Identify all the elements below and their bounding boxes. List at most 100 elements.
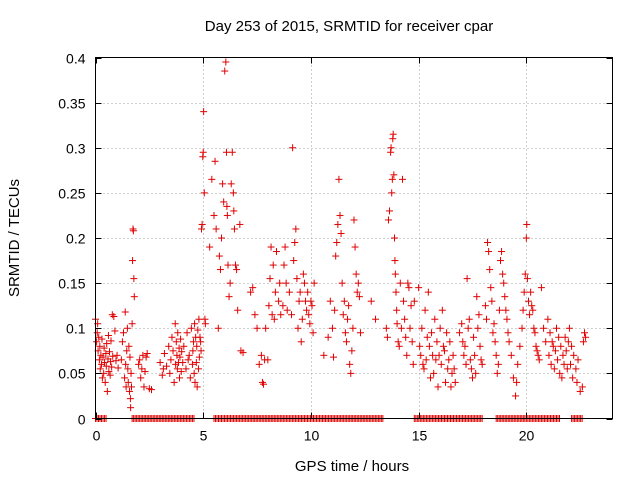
data-point — [448, 369, 456, 377]
data-point — [449, 351, 457, 359]
data-point — [501, 293, 509, 301]
data-point — [537, 284, 545, 292]
data-point — [470, 333, 478, 341]
data-point — [460, 351, 468, 359]
data-point — [179, 359, 187, 367]
data-point — [195, 353, 203, 361]
data-point — [569, 374, 577, 382]
data-point — [521, 270, 529, 278]
data-point — [304, 288, 312, 296]
data-point — [121, 374, 129, 382]
data-point — [533, 347, 541, 355]
data-point — [405, 284, 413, 292]
data-point — [120, 329, 128, 337]
data-point — [326, 297, 334, 305]
data-point — [110, 313, 118, 321]
data-point — [178, 348, 186, 356]
data-point — [531, 329, 539, 337]
data-point — [211, 157, 219, 165]
data-point — [499, 270, 507, 278]
data-point — [388, 189, 396, 197]
data-point — [347, 369, 355, 377]
data-point — [189, 347, 197, 355]
data-point — [171, 320, 179, 328]
data-point — [268, 311, 276, 319]
data-point — [391, 257, 399, 265]
data-point — [397, 324, 405, 332]
data-point — [563, 365, 571, 373]
data-point — [298, 315, 306, 323]
data-point — [126, 353, 134, 361]
data-point — [546, 329, 554, 337]
data-point — [276, 279, 284, 287]
data-point — [505, 338, 513, 346]
data-point — [299, 270, 307, 278]
data-point — [382, 324, 390, 332]
data-point — [560, 360, 568, 368]
x-tick-label: 15 — [412, 428, 428, 444]
data-point — [309, 329, 317, 337]
data-point — [177, 335, 185, 343]
data-point — [200, 108, 208, 116]
data-point — [174, 329, 182, 337]
data-point — [239, 349, 247, 357]
data-point — [130, 293, 138, 301]
x-tick-label: 0 — [93, 428, 101, 444]
data-point — [417, 351, 425, 359]
data-point — [387, 144, 395, 152]
data-point — [463, 275, 471, 283]
data-point — [234, 306, 242, 314]
x-tick-label: 5 — [200, 428, 208, 444]
data-point — [194, 326, 202, 334]
data-point — [264, 356, 272, 364]
data-point — [535, 356, 543, 364]
data-point — [233, 266, 241, 274]
data-point — [249, 284, 257, 292]
axis-ticks — [95, 57, 613, 420]
data-point — [98, 374, 106, 382]
data-point — [331, 306, 339, 314]
data-point — [123, 347, 131, 355]
data-point — [124, 378, 132, 386]
data-point — [269, 261, 277, 269]
data-point — [384, 216, 392, 224]
data-point — [96, 365, 104, 373]
data-point — [308, 302, 316, 310]
data-point — [440, 347, 448, 355]
data-point — [416, 342, 424, 350]
data-point — [328, 324, 336, 332]
y-tick-label: 0.15 — [58, 276, 85, 292]
data-point — [201, 320, 209, 328]
data-point — [456, 329, 464, 337]
data-point — [143, 350, 151, 358]
data-point — [303, 306, 311, 314]
data-point — [121, 308, 129, 316]
data-point — [128, 320, 136, 328]
data-point — [224, 261, 232, 269]
data-point — [403, 351, 411, 359]
y-tick-label: 0.1 — [66, 321, 86, 337]
data-point — [166, 369, 174, 377]
data-point — [182, 365, 190, 373]
data-point — [475, 311, 483, 319]
data-point — [430, 369, 438, 377]
data-point — [251, 311, 259, 319]
data-point — [561, 333, 569, 341]
data-point — [355, 293, 363, 301]
data-point — [344, 315, 352, 323]
data-point — [514, 360, 522, 368]
data-point — [527, 288, 535, 296]
data-point — [428, 329, 436, 337]
data-point — [349, 324, 357, 332]
data-point — [443, 329, 451, 337]
data-point — [552, 324, 560, 332]
data-point — [580, 329, 588, 337]
data-point — [295, 297, 303, 305]
data-point — [168, 333, 176, 341]
data-point — [126, 395, 134, 403]
data-point — [351, 243, 359, 251]
data-point — [471, 351, 479, 359]
y-tick-label: 0.2 — [66, 231, 86, 247]
data-point — [262, 324, 270, 332]
data-point — [423, 333, 431, 341]
